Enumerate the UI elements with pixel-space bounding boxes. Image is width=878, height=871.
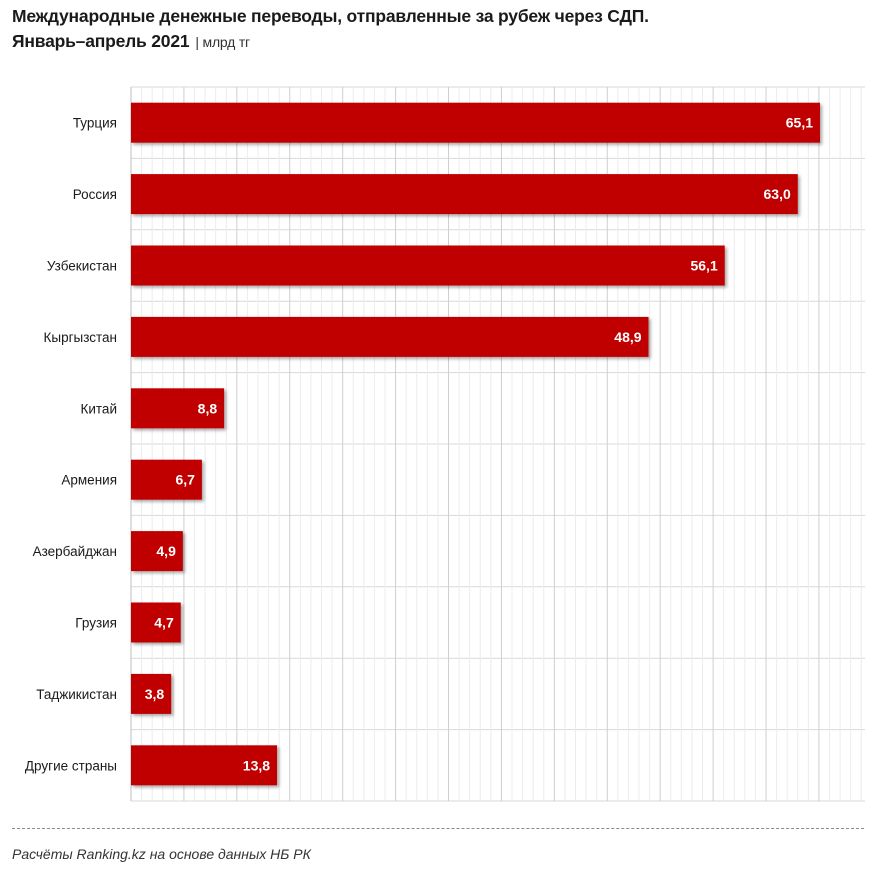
bar-chart: 65,1 63,0 56,1 48,9 8,8 6,7 4,9 4,7 3,8 13,8 Турц… [25, 86, 865, 802]
data-label: 6,7 [175, 472, 195, 488]
data-label: 4,7 [154, 615, 174, 631]
category-label-layer: Турция Россия Узбекистан Кыргызстан Китай Арм… [25, 116, 117, 774]
data-label: 3,8 [145, 686, 165, 702]
chart-subtitle: Январь–апрель 2021 [12, 31, 190, 51]
category-label: Россия [73, 187, 117, 202]
data-label: 13,8 [243, 757, 270, 773]
chart-title: Международные денежные переводы, отправл… [12, 4, 872, 55]
data-label: 63,0 [764, 186, 791, 202]
chart-title-line2: Январь–апрель 2021 | млрд тг [12, 29, 872, 55]
bar [131, 174, 798, 215]
bar [131, 459, 202, 500]
bar [131, 316, 649, 357]
bar [131, 602, 181, 643]
category-label: Узбекистан [47, 259, 117, 274]
bar [131, 102, 820, 143]
data-label: 56,1 [690, 258, 717, 274]
source-note: Расчёты Ranking.kz на основе данных НБ Р… [12, 846, 311, 862]
bar-layer: 65,1 63,0 56,1 48,9 8,8 6,7 4,9 4,7 3,8 13,8 [131, 102, 820, 786]
category-label: Грузия [75, 616, 117, 631]
data-label: 8,8 [198, 400, 218, 416]
bar [131, 531, 183, 572]
bar [131, 745, 278, 786]
category-label: Китай [81, 401, 118, 416]
data-label: 65,1 [786, 115, 813, 131]
category-label: Азербайджан [33, 544, 117, 559]
category-label: Турция [73, 116, 117, 131]
data-label: 4,9 [156, 543, 176, 559]
bar [131, 673, 172, 714]
bar [131, 388, 225, 429]
data-label: 48,9 [614, 329, 641, 345]
category-label: Кыргызстан [44, 330, 118, 345]
bar [131, 245, 725, 286]
chart-unit: | млрд тг [195, 34, 250, 50]
category-label: Другие страны [25, 758, 117, 773]
footer-divider [12, 828, 864, 829]
category-label: Армения [61, 473, 117, 488]
chart-title-line1: Международные денежные переводы, отправл… [12, 6, 649, 26]
category-label: Таджикистан [36, 687, 117, 702]
